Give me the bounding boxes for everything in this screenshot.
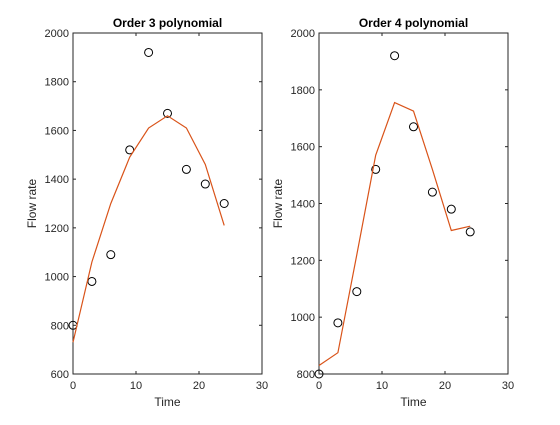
data-point — [314, 369, 324, 379]
subplot-order-4: 0 10 20 30 800 1000 1200 1400 1600 1800 2000 Order … — [271, 16, 514, 409]
y-tick-label: 2000 — [45, 28, 69, 40]
x-tick-label: 20 — [439, 380, 451, 392]
fit-line — [72, 115, 225, 343]
chart-title: Order 4 polynomial — [359, 16, 468, 30]
data-point — [106, 250, 116, 260]
x-tick-label: 20 — [193, 380, 205, 392]
y-tick-label: 1000 — [45, 272, 69, 284]
data-point — [144, 47, 154, 57]
data-point — [409, 122, 418, 132]
y-tick-label: 800 — [297, 369, 315, 381]
data-point — [125, 145, 135, 155]
y-tick-label: 1200 — [291, 255, 315, 267]
data-point — [219, 199, 229, 208]
x-tick-label: 0 — [70, 380, 76, 392]
subplot-order-3: 0 10 20 30 600 800 1000 1200 1400 1600 1800 2000 Ord… — [25, 16, 268, 409]
data-point — [352, 287, 362, 297]
data-point — [200, 179, 210, 189]
y-tick-label: 1200 — [45, 223, 69, 235]
x-axis-label: Time — [154, 395, 181, 409]
x-axis-label: Time — [400, 395, 427, 409]
y-tick-label: 600 — [51, 369, 69, 381]
y-tick-label: 1000 — [291, 312, 315, 324]
x-tick-label: 0 — [316, 380, 322, 392]
data-point — [163, 108, 172, 118]
data-point — [181, 164, 191, 174]
y-tick-label: 1400 — [291, 199, 315, 211]
y-tick-label: 1600 — [45, 125, 69, 137]
chart-title: Order 3 polynomial — [113, 16, 222, 30]
y-axis-label: Flow rate — [271, 179, 285, 229]
axes-box — [72, 32, 263, 375]
axes-box — [318, 32, 509, 375]
y-tick-label: 1800 — [45, 77, 69, 89]
x-tick-label: 30 — [256, 380, 268, 392]
y-tick-label: 800 — [51, 320, 69, 332]
data-point — [465, 227, 475, 237]
y-tick-label: 2000 — [291, 28, 315, 40]
x-tick-label: 30 — [502, 380, 514, 392]
data-point — [371, 164, 381, 174]
data-point — [446, 204, 456, 214]
fit-line — [318, 101, 471, 366]
data-point — [333, 318, 343, 328]
y-axis-label: Flow rate — [25, 179, 39, 229]
x-tick-label: 10 — [130, 380, 142, 392]
data-point — [390, 51, 400, 61]
x-tick-label: 10 — [376, 380, 388, 392]
y-tick-label: 1600 — [291, 142, 315, 154]
y-tick-label: 1800 — [291, 85, 315, 97]
y-tick-label: 1400 — [45, 174, 69, 186]
data-point — [427, 187, 437, 197]
